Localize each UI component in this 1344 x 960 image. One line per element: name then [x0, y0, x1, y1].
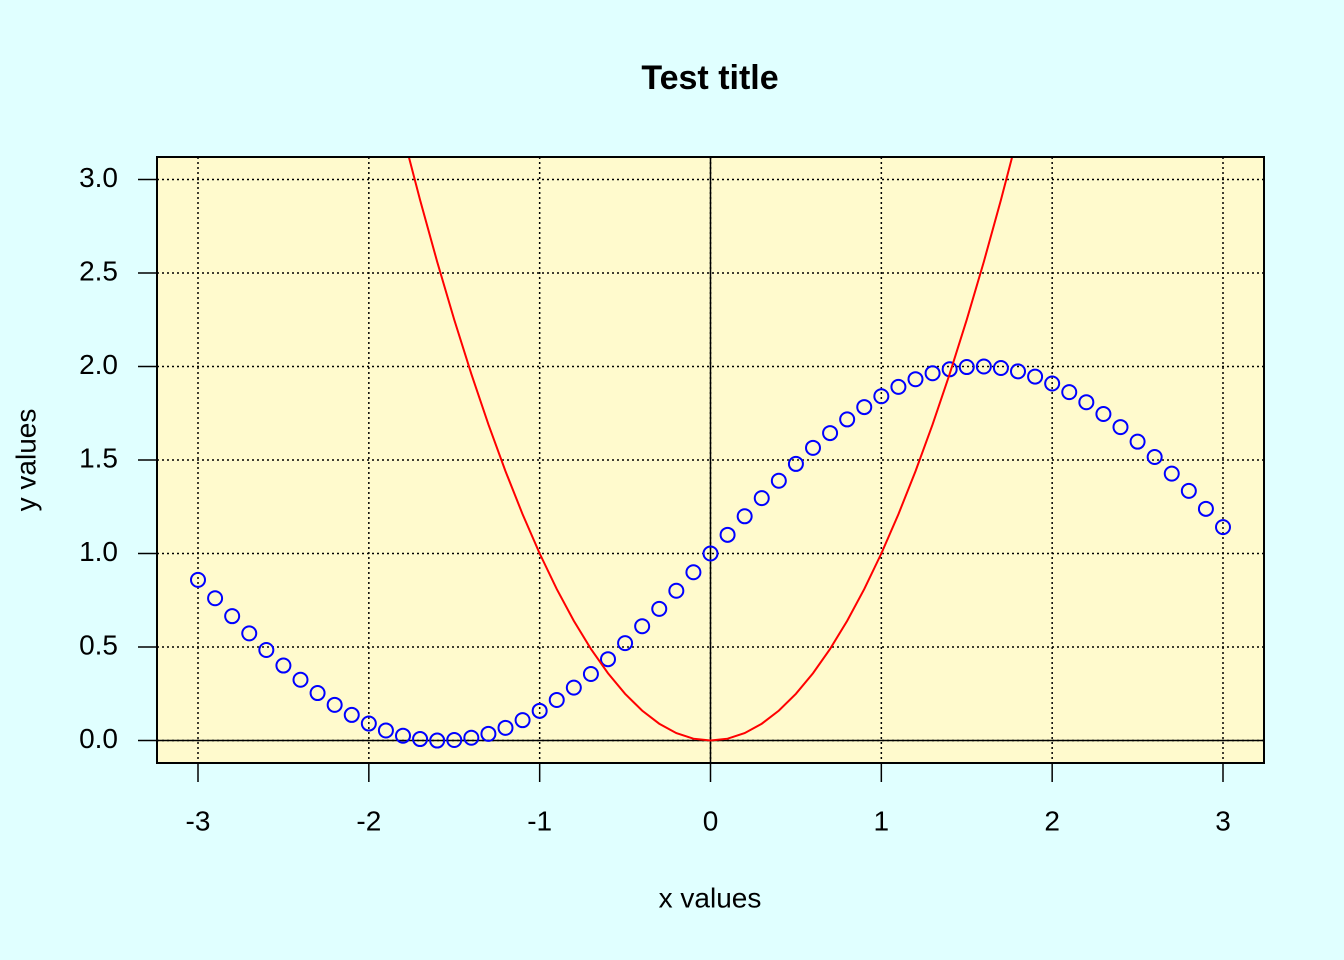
x-tick-label: 0: [703, 805, 719, 836]
y-tick-label: 1.0: [79, 536, 118, 567]
data-point: [531, 702, 548, 719]
data-point: [617, 635, 634, 652]
x-tick-label: -1: [527, 805, 552, 836]
data-point: [890, 378, 907, 395]
data-point: [1061, 384, 1078, 401]
data-point: [992, 359, 1009, 376]
data-line: [407, 157, 1014, 742]
data-point: [190, 571, 206, 588]
y-tick-label: 1.5: [79, 442, 118, 473]
data-point: [360, 715, 377, 732]
data-point: [377, 722, 394, 739]
x-tick-label: -2: [356, 805, 381, 836]
data-point: [224, 608, 241, 625]
data-point: [719, 526, 736, 543]
data-point: [1146, 449, 1163, 466]
data-point: [1112, 419, 1129, 436]
data-point: [753, 490, 770, 507]
data-point: [343, 706, 360, 723]
data-point: [1095, 405, 1112, 422]
data-point: [975, 358, 992, 375]
data-point: [446, 731, 463, 748]
data-point: [873, 388, 890, 405]
x-tick-label: 2: [1044, 805, 1060, 836]
data-point: [651, 600, 668, 617]
data-point: [600, 651, 616, 668]
x-axis-label: x values: [659, 882, 762, 913]
chart-title: Test title: [641, 59, 778, 97]
data-point: [1215, 519, 1231, 536]
data-point: [958, 359, 975, 376]
data-point: [241, 625, 258, 642]
y-tick-label: 0.0: [79, 723, 118, 754]
data-point: [395, 727, 411, 744]
data-point: [292, 671, 309, 688]
data-point: [275, 657, 292, 674]
data-point: [326, 696, 343, 713]
data-point: [770, 472, 787, 489]
y-tick-label: 2.0: [79, 349, 118, 380]
data-point: [429, 732, 446, 749]
data-point: [548, 691, 565, 708]
data-point: [412, 731, 429, 748]
data-point: [1197, 500, 1214, 517]
plot-layer: -3 -2 -1 0 1 2 3 0.0 0.5 1.0 1.5 2.0 2.5 3.0: [79, 156, 1265, 836]
data-point: [668, 582, 685, 599]
data-point: [207, 590, 224, 607]
data-point: [497, 719, 514, 736]
data-point: [1078, 394, 1095, 411]
data-point: [702, 545, 719, 562]
data-point: [582, 665, 599, 682]
x-tick-label: 1: [874, 805, 890, 836]
data-point: [822, 425, 839, 442]
data-point: [924, 365, 941, 382]
data-point: [1180, 482, 1197, 499]
data-point: [258, 642, 275, 659]
data-point: [736, 508, 753, 525]
data-point: [463, 729, 480, 746]
data-point: [514, 712, 531, 729]
y-tick-label: 2.5: [79, 255, 118, 286]
data-point: [634, 618, 651, 635]
data-point: [685, 564, 702, 581]
data-point: [805, 439, 821, 456]
data-point: [480, 725, 497, 742]
data-point: [565, 679, 582, 696]
x-tick-label: -3: [186, 805, 211, 836]
y-tick-label: 0.5: [79, 629, 118, 660]
x-tick-label: 3: [1215, 805, 1231, 836]
data-point: [1044, 375, 1061, 392]
data-point: [856, 399, 873, 416]
data-point: [309, 685, 326, 702]
data-point: [787, 455, 804, 472]
y-tick-label: 3.0: [79, 162, 118, 193]
data-point: [1010, 363, 1026, 380]
data-point: [1129, 433, 1146, 450]
data-point: [907, 371, 924, 388]
data-point: [839, 411, 856, 428]
plot-border: [156, 156, 1265, 764]
data-point: [1163, 465, 1180, 482]
y-axis-label: y values: [10, 409, 41, 512]
data-point: [1027, 368, 1044, 385]
